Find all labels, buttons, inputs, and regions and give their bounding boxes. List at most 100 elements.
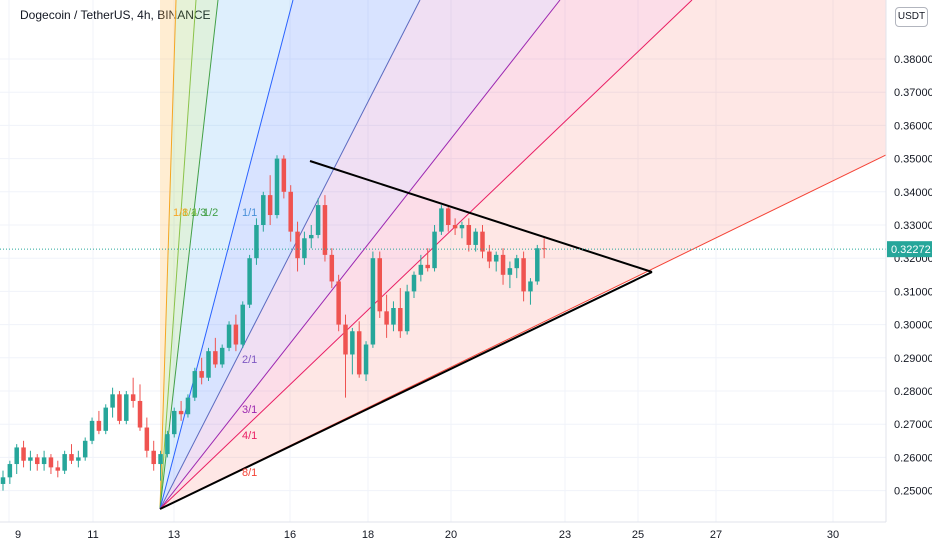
candle-body (288, 191, 293, 232)
gann-fan-label: 3/1 (242, 404, 257, 416)
gann-fan-line (159, 0, 421, 510)
candle-body (500, 254, 506, 275)
triangle-trendlines[interactable] (0, 160, 886, 510)
candle-body (480, 231, 485, 252)
chart-title: Dogecoin / TetherUS, 4h, BINANCE (20, 8, 211, 22)
candle-body (459, 225, 465, 229)
candle-body (343, 324, 348, 355)
time-tick-label: 30 (827, 529, 839, 541)
candle-body (302, 238, 307, 259)
candle-body (535, 248, 540, 282)
gann-fan-line (159, 0, 197, 510)
price-tick-label: 0.33000 (894, 220, 932, 232)
price-tick-label: 0.28000 (894, 386, 932, 398)
candle-body (89, 420, 95, 441)
price-tick-label: 0.38000 (894, 54, 932, 66)
gann-fan-label: 1/4 (182, 207, 197, 219)
candle-body (254, 225, 259, 259)
lower-trendline (159, 271, 653, 510)
candle-body (315, 205, 321, 235)
candle-body (0, 477, 6, 484)
candle-body (158, 454, 163, 465)
gann-fan-label: 8/1 (242, 467, 257, 479)
time-tick-label: 13 (168, 529, 180, 541)
candle-body (247, 258, 252, 305)
gann-fan-label: 1/3 (191, 207, 206, 219)
candle-body (398, 308, 403, 332)
time-axis: 9 11 13 16 18 20 23 25 27 30 (15, 529, 839, 541)
candle-body (69, 454, 74, 461)
candle-body (425, 264, 430, 269)
candle-body (432, 231, 437, 269)
price-tick-label: 0.29000 (894, 353, 932, 365)
gann-fan-label: 1/1 (242, 207, 257, 219)
candle-body (21, 447, 26, 461)
time-tick-label: 27 (710, 529, 722, 541)
candle-body (541, 248, 547, 250)
gann-fan-label: 1/8 (173, 207, 188, 219)
candle-body (295, 231, 300, 259)
candle-body (493, 254, 499, 262)
upper-trendline (309, 160, 653, 273)
candle-body (28, 457, 33, 461)
candle-body (404, 291, 410, 332)
candle-body (322, 205, 328, 255)
candle-body (117, 394, 122, 421)
price-tick-label: 0.26000 (894, 452, 932, 464)
price-tick-label: 0.34000 (894, 187, 932, 199)
candle-body (336, 281, 341, 325)
price-tick-label: 0.30000 (894, 320, 932, 332)
candle-body (206, 351, 211, 378)
current-price-value: 0.32272 (891, 244, 931, 256)
candle-body (110, 394, 115, 408)
candle-body (350, 331, 355, 355)
gann-fan-labels: 1/1 1/21/31/41/8 2/1 3/1 4/1 8/1 (173, 207, 257, 479)
candle-body (446, 208, 451, 225)
candles (0, 155, 547, 491)
candle-body (411, 274, 417, 292)
price-tick-label: 0.31000 (894, 286, 932, 298)
gann-fan-line (159, 0, 561, 510)
candle-body (55, 467, 61, 471)
candle-body (514, 258, 519, 269)
candle-body (144, 427, 150, 451)
candle-body (151, 450, 156, 465)
gann-fan-zone (160, 0, 886, 509)
candle-body (178, 410, 184, 415)
time-tick-label: 16 (284, 529, 296, 541)
gann-fan-line (159, 0, 693, 510)
candle-body (199, 371, 204, 378)
candle-body (370, 258, 376, 345)
candle-body (226, 324, 232, 348)
price-tick-label: 0.27000 (894, 419, 932, 431)
candle-body (384, 311, 389, 325)
grid (0, 0, 886, 522)
candle-body (274, 158, 280, 216)
candle-body (48, 457, 54, 468)
currency-unit-button[interactable]: USDT (895, 7, 928, 27)
candle-body (261, 195, 266, 225)
candle-body (82, 440, 88, 458)
candle-body (172, 410, 177, 435)
candle-body (507, 268, 513, 275)
candle-body (213, 351, 218, 365)
candle-body (219, 347, 225, 365)
candle-body (473, 231, 478, 245)
candle-body (267, 195, 273, 216)
price-tick-label: 0.35000 (894, 154, 932, 166)
gann-fan-label: 2/1 (242, 354, 257, 366)
candle-body (96, 420, 102, 431)
candle-body (14, 447, 19, 465)
candle-body (466, 225, 472, 245)
candle-body (76, 457, 81, 461)
candle-body (281, 158, 287, 192)
gann-fan-line (159, 0, 294, 510)
current-price-tag-bg (887, 241, 932, 258)
candle-body (356, 331, 362, 375)
time-tick-label: 20 (445, 529, 457, 541)
gann-fan-label: 1/2 (203, 207, 218, 219)
candle-body (7, 464, 13, 478)
candle-body (35, 457, 40, 465)
candle-body (62, 454, 67, 471)
